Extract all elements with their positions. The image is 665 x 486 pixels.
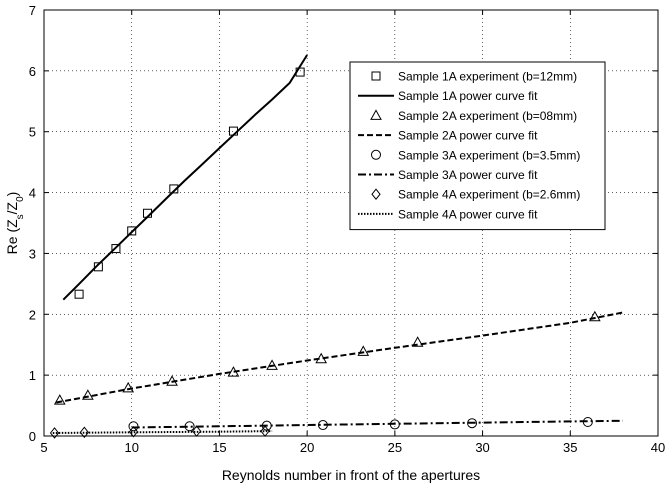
series-line — [62, 54, 308, 301]
legend: Sample 1A experiment (b=12mm) Sample 1A p… — [349, 61, 606, 231]
y-label-sub2: 0 — [15, 196, 26, 202]
data-point-diamond — [79, 426, 89, 439]
legend-label: Sample 4A power curve fit — [398, 207, 538, 221]
legend-item: Sample 2A power curve fit — [358, 129, 538, 143]
series-group — [49, 54, 624, 439]
data-point-diamond — [49, 427, 60, 439]
data-point-circle — [467, 418, 478, 429]
data-point-triangle — [122, 381, 135, 393]
x-tick-label: 25 — [388, 440, 402, 455]
y-tick-label: 7 — [29, 3, 36, 18]
y-tick-label: 4 — [29, 186, 36, 201]
legend-marker-triangle — [370, 109, 382, 120]
data-point-triangle — [53, 394, 66, 405]
x-axis-label: Reynolds number in front of the aperture… — [222, 467, 480, 483]
data-point-circle — [128, 421, 139, 432]
y-tick-label: 6 — [29, 64, 36, 79]
series-8 — [52, 430, 273, 434]
series-7 — [49, 425, 270, 439]
data-point-triangle — [588, 310, 601, 322]
legend-label: Sample 3A power curve fit — [398, 168, 538, 182]
x-tick-label: 15 — [212, 440, 226, 455]
legend-box — [349, 61, 606, 231]
x-tick-label: 40 — [651, 440, 665, 455]
x-tick-label: 30 — [475, 440, 489, 455]
legend-label: Sample 4A experiment (b=2.6mm) — [398, 188, 580, 202]
data-point-diamond — [128, 425, 139, 438]
legend-marker-square — [371, 71, 381, 81]
series-line — [52, 430, 273, 434]
data-point-square — [74, 289, 84, 299]
data-point-square — [127, 226, 137, 236]
x-tick-label: 35 — [563, 440, 577, 455]
y-tick-label: 1 — [29, 368, 36, 383]
series-line — [56, 311, 624, 404]
data-point-square — [169, 184, 179, 194]
legend-label: Sample 1A power curve fit — [398, 89, 538, 103]
legend-item: Sample 3A experiment (b=3.5mm) — [371, 148, 580, 162]
x-tick-label: 20 — [300, 440, 314, 455]
y-label-part: Re (Z — [4, 219, 20, 254]
series-3 — [53, 310, 601, 405]
x-tick-label: 10 — [124, 440, 138, 455]
y-tick-label: 5 — [29, 125, 36, 140]
y-label-sub1: s — [15, 214, 26, 219]
legend-item: Sample 2A experiment (b=08mm) — [370, 109, 577, 123]
legend-marker-circle — [371, 149, 381, 160]
ticks: 5 10 15 20 25 30 35 40 0 1 2 3 4 5 6 7 — [29, 3, 665, 455]
legend-item: Sample 3A power curve fit — [358, 168, 538, 182]
legend-item: Sample 4A experiment (b=2.6mm) — [371, 188, 580, 202]
series-6 — [131, 419, 623, 429]
x-tick-label: 5 — [40, 440, 47, 455]
legend-item: Sample 1A experiment (b=12mm) — [371, 70, 577, 84]
y-tick-label: 3 — [29, 246, 36, 261]
y-tick-label: 0 — [29, 429, 36, 444]
series-2 — [62, 54, 308, 301]
y-label-part: ) — [4, 192, 20, 197]
legend-label: Sample 3A experiment (b=3.5mm) — [398, 148, 580, 162]
y-axis-label: Re (Zs/Z0) — [4, 192, 26, 255]
legend-marker-diamond — [371, 188, 381, 201]
data-point-triangle — [357, 345, 370, 356]
legend-label: Sample 1A experiment (b=12mm) — [398, 70, 577, 84]
data-point-diamond — [191, 425, 202, 437]
plot-frame — [43, 9, 659, 437]
data-point-square — [93, 262, 103, 272]
data-point-diamond — [260, 425, 270, 437]
data-point-triangle — [82, 389, 94, 400]
legend-item: Sample 4A power curve fit — [358, 207, 538, 221]
legend-label: Sample 2A power curve fit — [398, 129, 538, 143]
data-point-square — [111, 244, 121, 254]
legend-item: Sample 1A power curve fit — [358, 89, 538, 103]
legend-label: Sample 2A experiment (b=08mm) — [398, 109, 577, 123]
series-line — [131, 419, 623, 429]
y-tick-label: 2 — [29, 307, 36, 322]
series-4 — [56, 311, 624, 404]
data-point-triangle — [411, 336, 424, 347]
y-label-part: /Z — [4, 201, 20, 214]
